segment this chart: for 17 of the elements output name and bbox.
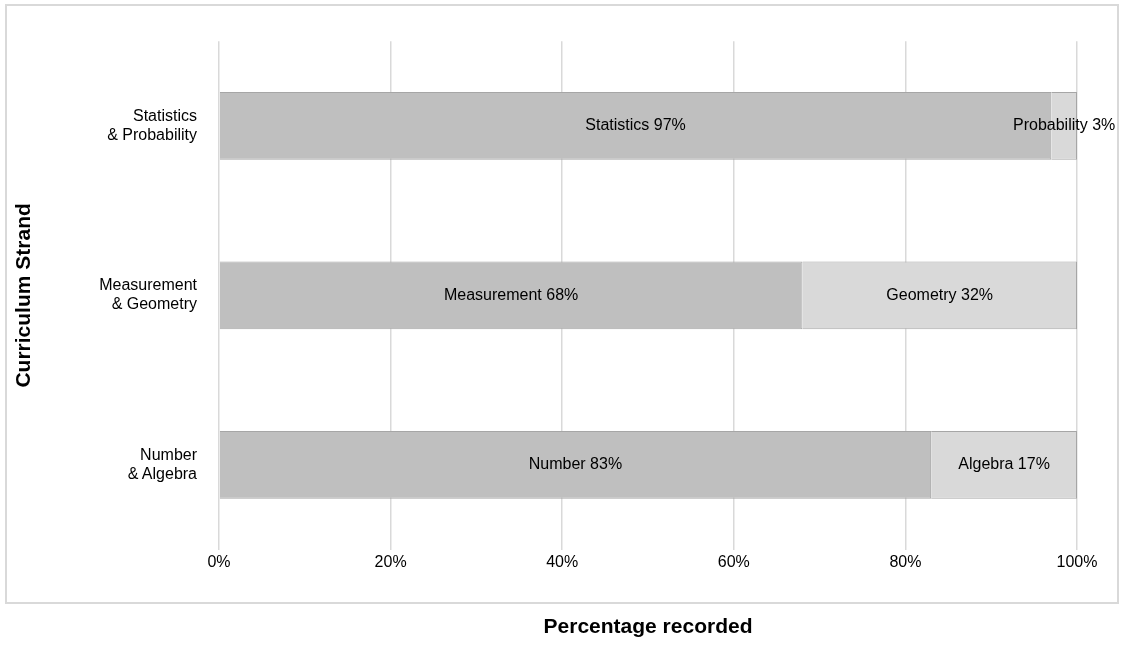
x-tick-label: 80%	[889, 552, 922, 570]
x-tick-label: 60%	[717, 552, 750, 570]
x-tick-label: 40%	[546, 552, 579, 570]
data-label: Statistics 97%	[585, 116, 686, 134]
y-tick-label: Number & Algebra	[127, 445, 198, 482]
x-axis-title: Percentage recorded	[543, 614, 753, 638]
data-label: Probability 3%	[1012, 116, 1116, 134]
x-tick-label: 100%	[1056, 552, 1098, 570]
data-label: Geometry 32%	[886, 285, 994, 303]
y-axis-title: Curriculum Strand	[11, 203, 35, 388]
y-tick-label: Measurement & Geometry	[99, 276, 198, 313]
data-label: Algebra 17%	[958, 455, 1050, 473]
data-label: Number 83%	[528, 455, 623, 473]
x-tick-label: 20%	[374, 552, 407, 570]
data-label: Measurement 68%	[443, 285, 579, 303]
y-tick-label: Statistics & Probability	[107, 106, 198, 143]
x-tick-label: 0%	[207, 552, 231, 570]
